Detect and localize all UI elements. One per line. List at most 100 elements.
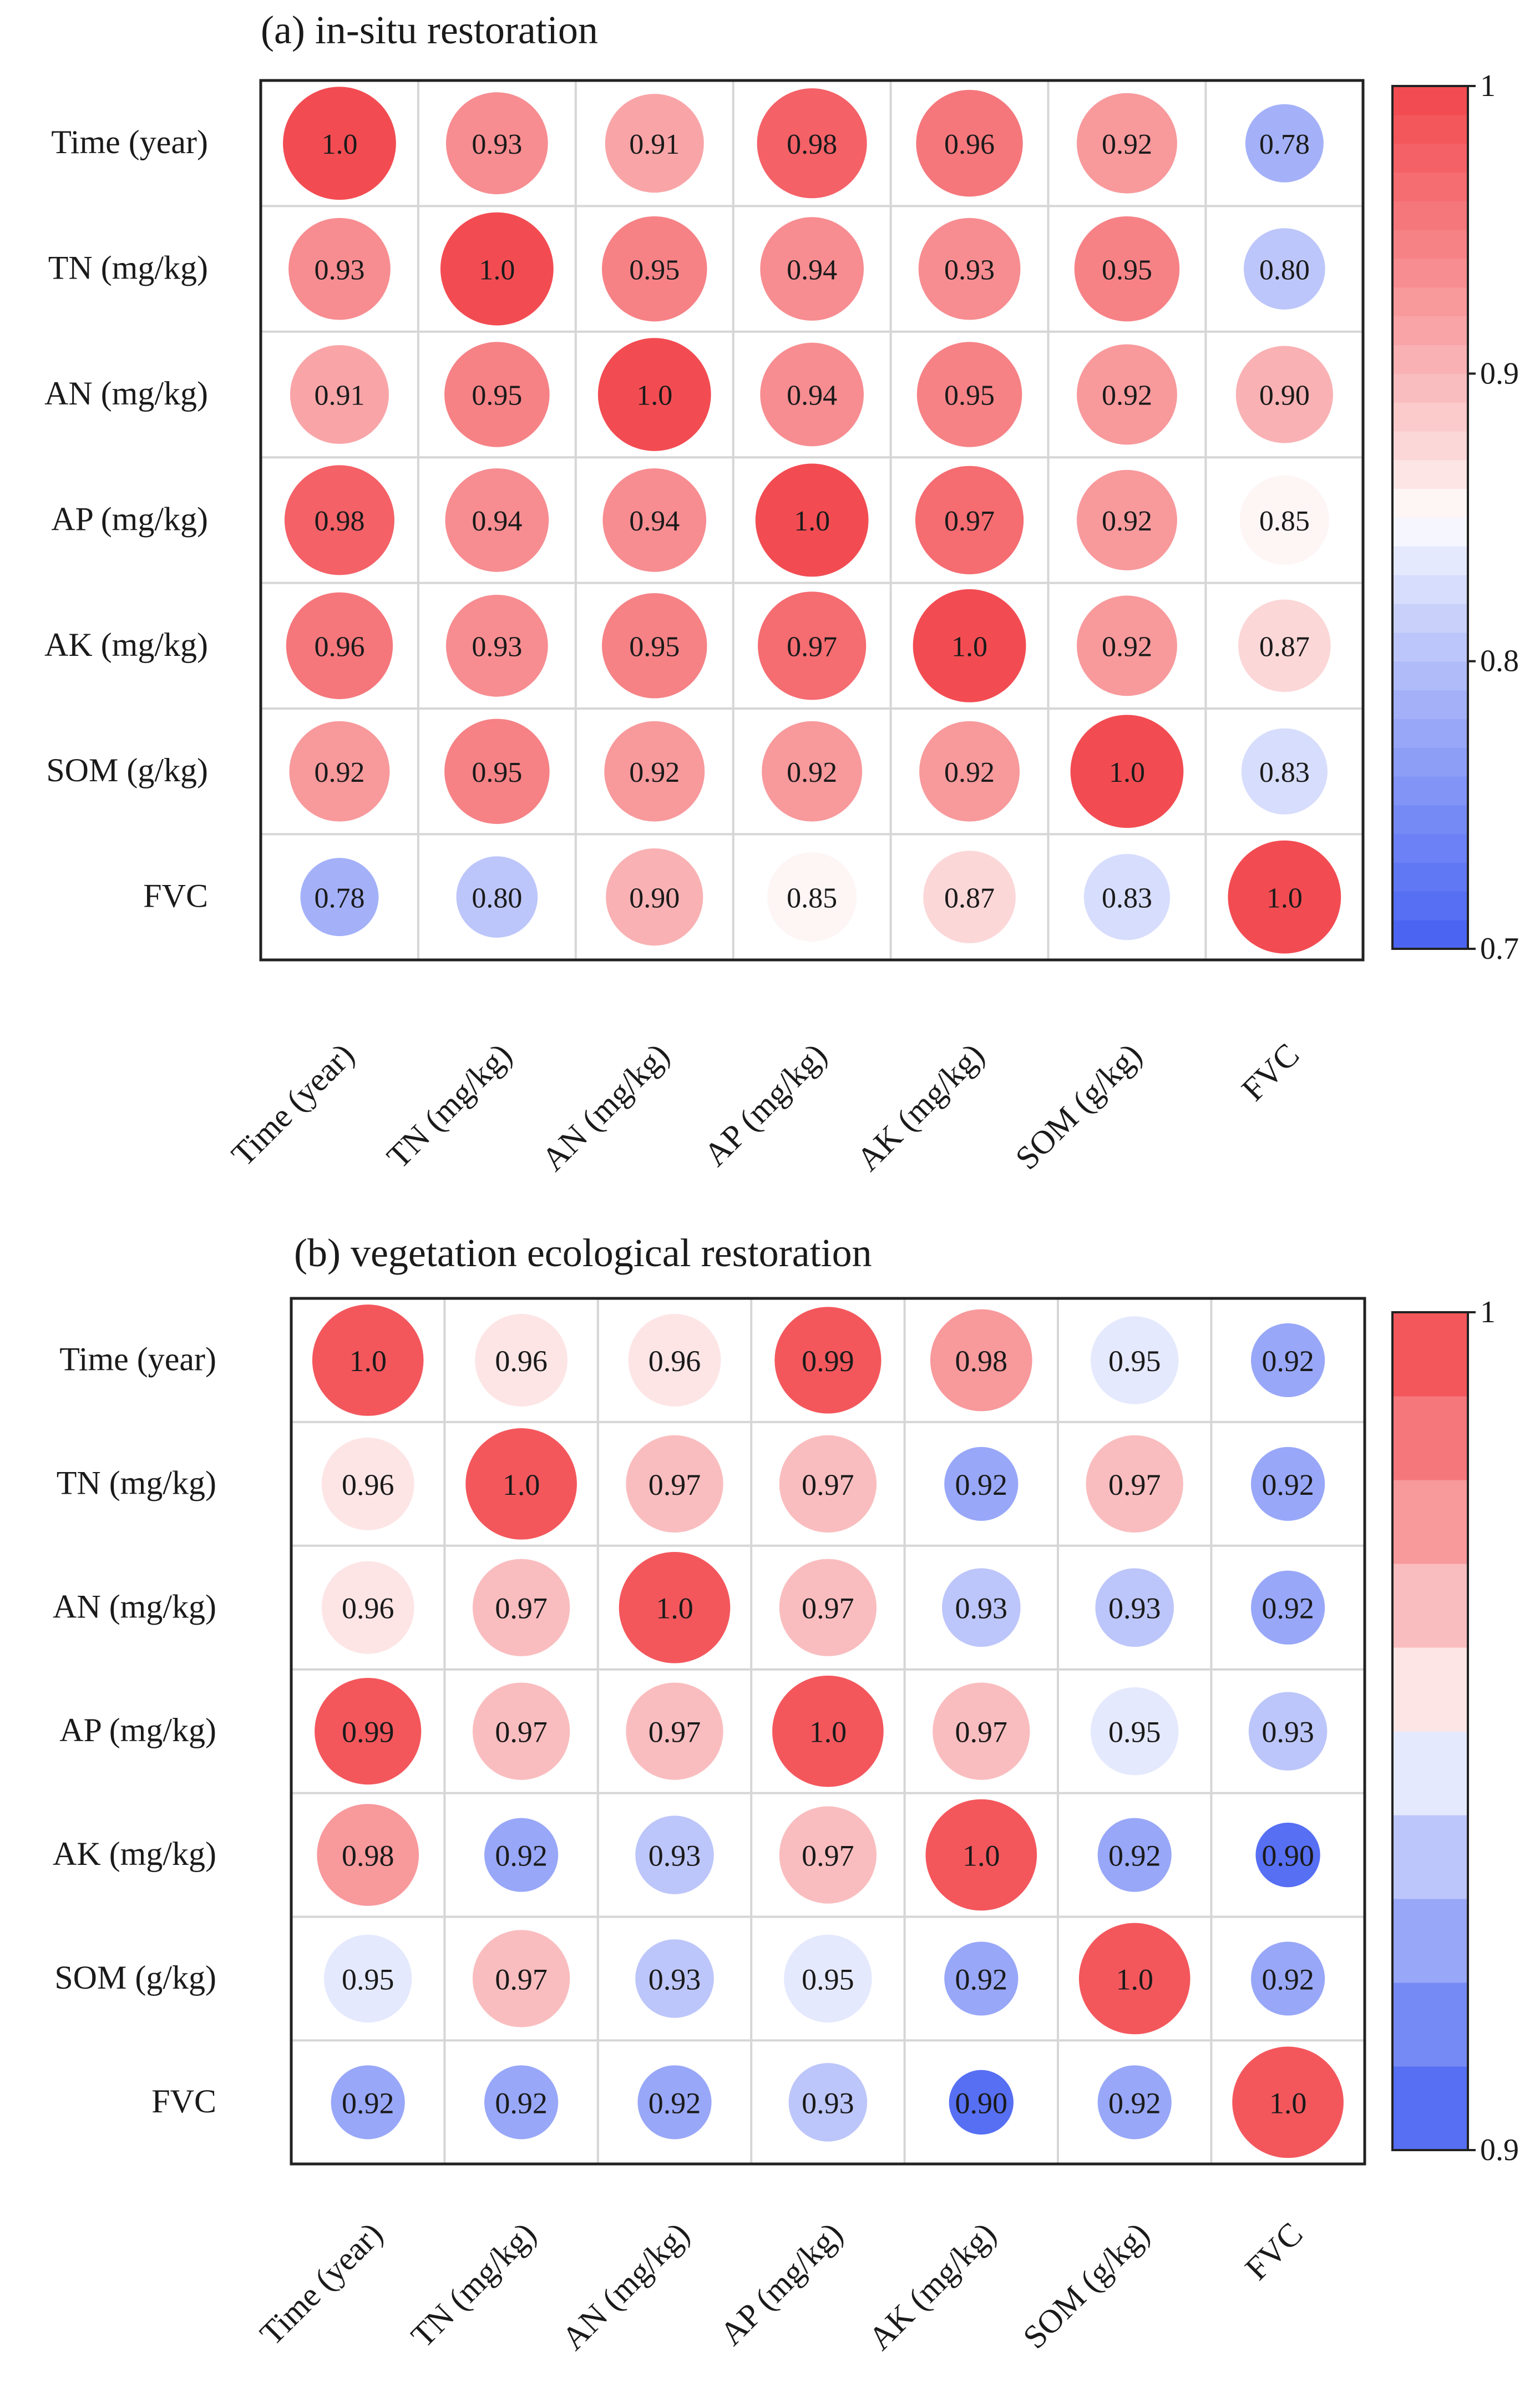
correlation-value: 0.98 [314,505,364,537]
correlation-value: 0.97 [495,1592,548,1625]
colorbar-segment [1392,545,1468,575]
correlation-circle [321,1561,414,1654]
correlation-circle [290,345,389,444]
correlation-circle [315,1678,422,1785]
correlation-value: 0.95 [629,254,680,286]
correlation-circle [1250,1941,1325,2016]
correlation-value: 1.0 [1267,882,1303,914]
correlation-circle [949,2070,1014,2135]
correlation-circle [602,593,707,699]
colorbar: 1 0.9 0.8 0.7 [1391,69,1519,966]
correlation-value: 0.92 [955,1468,1008,1501]
correlation-circle [915,466,1024,575]
grid [261,80,1363,960]
correlation-value: 0.93 [802,2086,854,2120]
colorbar-segment [1392,1898,1468,1983]
panel-title: (b) vegetation ecological restoration [294,1231,872,1275]
correlation-circle [286,592,393,699]
colorbar-segment [1392,402,1468,432]
correlation-value: 0.91 [629,129,680,160]
correlation-circle [1078,1923,1191,2035]
colorbar-segment [1392,718,1468,748]
colorbar-segment [1392,891,1468,921]
correlation-circle [767,852,857,942]
correlation-circle [1241,728,1328,815]
correlation-value: 0.95 [1102,254,1152,286]
correlation-circle [1232,2046,1344,2158]
row-label: AK (mg/kg) [44,626,208,663]
correlation-value: 0.92 [495,1839,548,1872]
correlation-circle [1255,1822,1320,1888]
correlation-value: 0.90 [629,882,680,914]
colorbar-segment [1392,431,1468,461]
correlation-value: 0.95 [802,1963,854,1996]
correlation-circle [300,858,379,937]
correlation-value: 0.90 [1262,1839,1314,1872]
correlation-circle [1083,853,1171,940]
colorbar-segment [1392,1312,1468,1397]
row-label: SOM (g/kg) [54,1959,216,1996]
correlation-circle [475,1313,568,1407]
correlation-value: 0.85 [787,882,837,914]
correlation-value: 0.95 [342,1963,394,1996]
correlation-value: 0.96 [495,1344,548,1378]
correlation-circle [465,1428,577,1540]
colorbar-segment [1392,316,1468,345]
colorbar-segment [1392,776,1468,806]
correlation-circle [760,217,864,321]
correlation-circle [1239,475,1329,565]
colorbar-segment [1392,172,1468,201]
colorbar-tick-label: 1 [1480,1295,1496,1329]
correlation-value: 0.99 [802,1344,854,1378]
colorbar-segment [1392,459,1468,489]
correlation-circle [289,721,390,822]
colorbar-segment [1392,1982,1468,2067]
correlation-value: 0.97 [649,1716,701,1749]
correlation-value: 0.92 [1262,1592,1314,1625]
correlation-circle [1090,1316,1179,1404]
correlation-value: 0.85 [1259,505,1310,537]
correlation-value: 0.98 [955,1344,1008,1378]
correlation-value: 0.95 [944,380,995,412]
row-label: AN (mg/kg) [44,375,208,412]
correlation-value: 0.94 [472,505,522,537]
correlation-value: 0.97 [1108,1468,1161,1501]
row-label: AK (mg/kg) [53,1835,216,1872]
row-label: TN (mg/kg) [57,1464,216,1501]
correlation-value: 0.92 [955,1963,1008,1996]
correlation-value: 1.0 [656,1592,693,1625]
correlation-circle [605,94,704,193]
correlation-circle [604,721,705,822]
correlation-value: 0.93 [472,631,522,663]
correlation-circle [916,90,1023,197]
correlation-circle [1250,1323,1325,1398]
correlation-circle [321,1437,414,1530]
row-label: FVC [151,2083,216,2120]
correlation-value: 1.0 [503,1468,540,1501]
correlation-value: 0.80 [1259,254,1310,286]
correlation-value: 1.0 [636,380,672,412]
correlation-circle [472,1930,570,2027]
correlation-value: 0.96 [944,129,995,160]
correlation-circle [1076,93,1177,194]
column-label: SOM (g/kg) [1009,1036,1149,1177]
correlation-circle [1070,715,1184,828]
correlation-value: 0.97 [787,631,837,663]
correlation-value: 0.95 [472,380,522,412]
correlation-value: 0.97 [495,1963,548,1996]
correlation-value: 1.0 [479,254,515,286]
correlation-value: 0.92 [342,2086,394,2120]
row-label: TN (mg/kg) [48,250,208,286]
correlation-value: 0.94 [629,505,680,537]
correlation-value: 0.92 [1262,1468,1314,1501]
correlation-circle [1238,599,1331,692]
correlation-value: 0.87 [944,882,995,914]
correlation-value: 0.83 [1102,882,1152,914]
column-label: Time (year) [253,2216,390,2353]
colorbar-segment [1392,229,1468,259]
correlation-value: 0.92 [1108,1839,1161,1872]
colorbar-segment [1392,345,1468,374]
colorbar-segment [1392,1479,1468,1564]
